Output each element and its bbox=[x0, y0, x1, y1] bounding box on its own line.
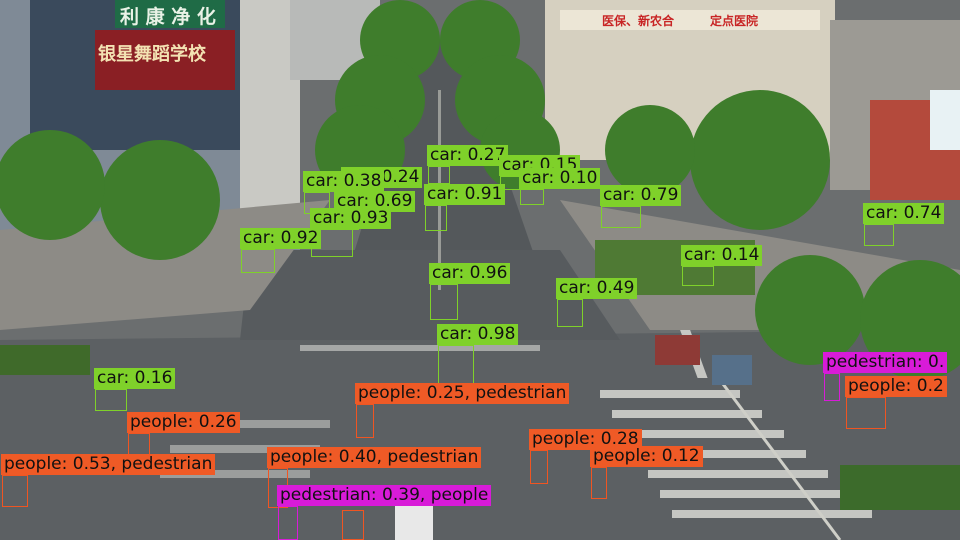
detection-people: people: 0.28 bbox=[529, 429, 642, 484]
detection-label: people: 0.53, pedestrian bbox=[1, 454, 216, 475]
detection-people: people: 0.25, pedestrian bbox=[355, 383, 570, 438]
detection-label: pedestrian: 0. bbox=[823, 352, 948, 373]
detection-label: car: 0.16 bbox=[94, 368, 176, 389]
detection-label: car: 0.38 bbox=[303, 171, 385, 192]
detection-car: car: 0.14 bbox=[681, 245, 763, 286]
detection-label: people: 0.28 bbox=[529, 429, 642, 450]
detection-label: car: 0.14 bbox=[681, 245, 763, 266]
green-shop-sign-text: 利 康 净 化 bbox=[120, 6, 216, 28]
detection-label: people: 0.12 bbox=[590, 446, 703, 467]
detection-label: people: 0.25, pedestrian bbox=[355, 383, 570, 404]
detection-car: car: 0.93 bbox=[310, 208, 392, 257]
detection-label: car: 0.93 bbox=[310, 208, 392, 229]
detection-car: car: 0.79 bbox=[600, 185, 682, 228]
detection-label: car: 0.96 bbox=[429, 263, 511, 284]
detection-pedestrian: pedestrian: 0. bbox=[823, 352, 948, 401]
detection-car: car: 0.49 bbox=[556, 278, 638, 327]
detection-label: car: 0.69 bbox=[334, 191, 416, 212]
detection-people: people: 0.2 bbox=[845, 376, 947, 429]
detection-label: car: 0.27 bbox=[427, 145, 509, 166]
detection-car: car: 0.27 bbox=[427, 145, 509, 184]
red-banner-text: 银星舞蹈学校 bbox=[98, 44, 206, 65]
detection-people: people: 0.53, pedestrian bbox=[1, 454, 216, 507]
detection-car: car: 0.74 bbox=[863, 203, 945, 246]
detection-label: car: 0.92 bbox=[240, 228, 322, 249]
detection-car: car: 0.10 bbox=[519, 168, 601, 205]
red-banner bbox=[95, 30, 235, 90]
detection-pedestrian: pedestrian: 0.39, people bbox=[277, 485, 492, 540]
detection-label: people: 0.2 bbox=[845, 376, 947, 397]
green-sign bbox=[115, 0, 225, 28]
detection-car: car: 0.69 bbox=[334, 191, 416, 230]
detection-label: car: 0.91 bbox=[424, 184, 506, 205]
detection-car: car: 0.16 bbox=[94, 368, 176, 411]
hospital-sign-text: 医保、新农合 定点医院 bbox=[602, 14, 759, 28]
crosswalk bbox=[160, 330, 872, 518]
detection-car: car: 0.96 bbox=[429, 263, 511, 320]
detection-label: people: 0.40, pedestrian bbox=[267, 447, 482, 468]
detection-label: car: 0.79 bbox=[600, 185, 682, 206]
detection-label: car: 0.49 bbox=[556, 278, 638, 299]
detection-car: car: 0.98 bbox=[437, 324, 519, 385]
detection-people-unlabeled bbox=[342, 510, 364, 540]
detection-label: car: 0.98 bbox=[437, 324, 519, 345]
detection-people: people: 0.40, pedestrian bbox=[267, 447, 482, 508]
detection-label: people: 0.26 bbox=[127, 412, 240, 433]
trees bbox=[0, 0, 960, 380]
detection-label: pedestrian: 0.39, people bbox=[277, 485, 492, 506]
detection-car: car: 0.92 bbox=[240, 228, 322, 273]
detection-label: car: 0.10 bbox=[519, 168, 601, 189]
detection-car: car: 0.91 bbox=[424, 184, 506, 231]
detection-label: car: 0.74 bbox=[863, 203, 945, 224]
detection-car: car: 0.38 bbox=[303, 171, 385, 214]
detection-people: people: 0.12 bbox=[590, 446, 703, 499]
detection-people: people: 0.26 bbox=[127, 412, 240, 455]
